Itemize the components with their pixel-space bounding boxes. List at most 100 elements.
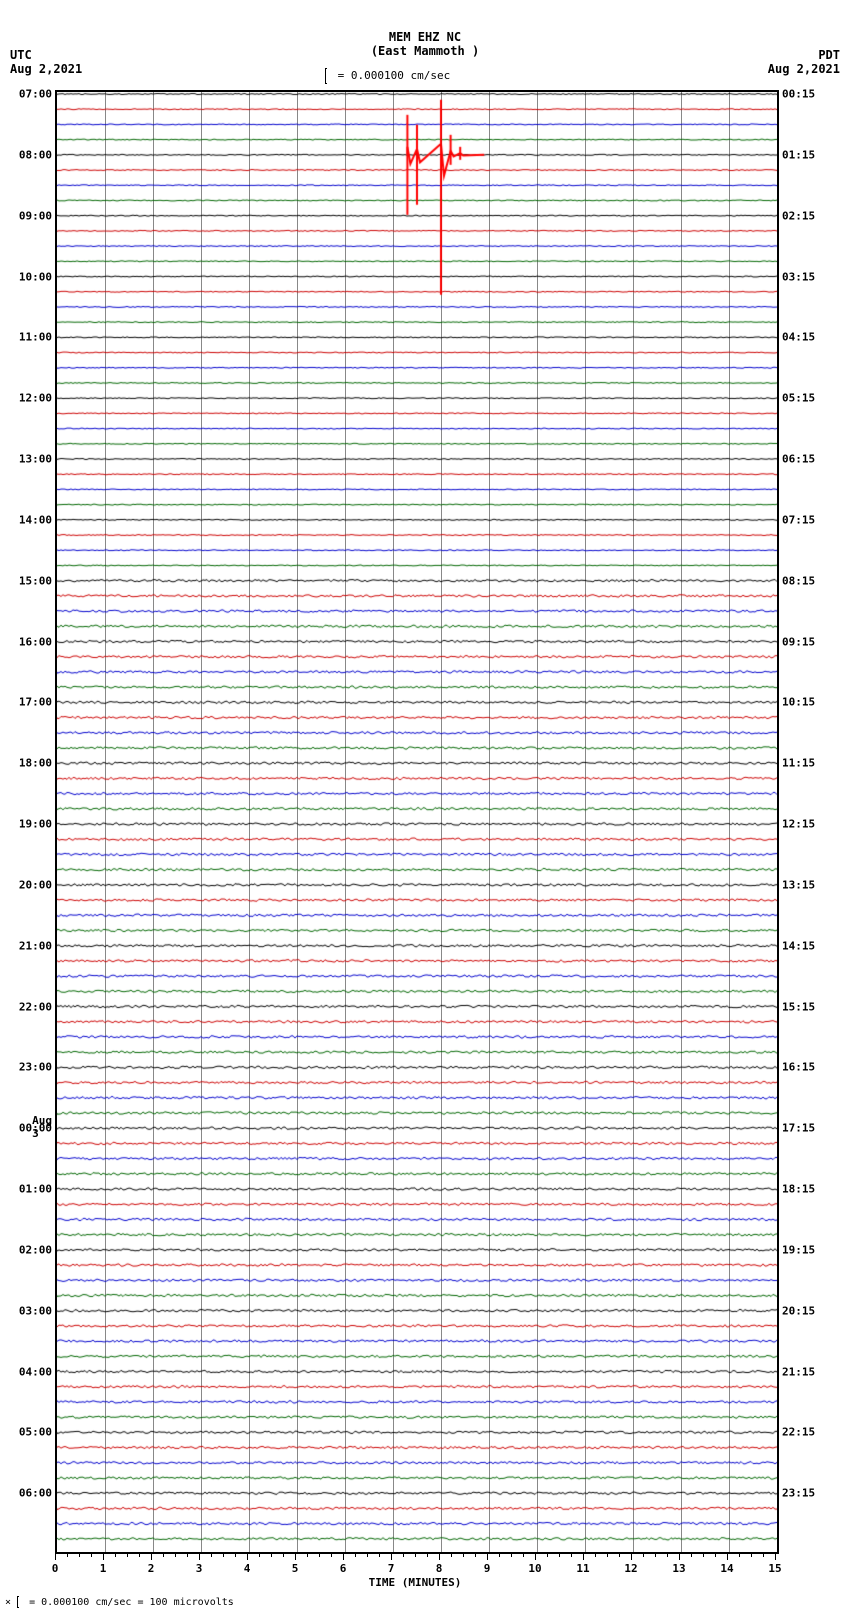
utc-hour-label: 13:00 [19, 453, 52, 466]
x-tick-label: 0 [52, 1562, 59, 1575]
x-tick [775, 1552, 776, 1560]
pdt-hour-label: 02:15 [782, 209, 815, 222]
utc-hour-label: 21:00 [19, 939, 52, 952]
x-tick-minor [499, 1552, 500, 1557]
x-tick-label: 8 [436, 1562, 443, 1575]
x-tick-minor [79, 1552, 80, 1557]
utc-hour-label: 23:00 [19, 1061, 52, 1074]
footer-text: = 0.000100 cm/sec = 100 microvolts [29, 1597, 234, 1608]
x-tick-label: 1 [100, 1562, 107, 1575]
x-tick-minor [91, 1552, 92, 1557]
utc-hour-label: 02:00 [19, 1243, 52, 1256]
x-tick-label: 11 [576, 1562, 589, 1575]
x-tick [439, 1552, 440, 1560]
x-tick-label: 13 [672, 1562, 685, 1575]
x-tick-label: 14 [720, 1562, 733, 1575]
pdt-hour-label: 04:15 [782, 331, 815, 344]
utc-hour-label: 12:00 [19, 392, 52, 405]
pdt-hour-label: 10:15 [782, 696, 815, 709]
x-tick-minor [379, 1552, 380, 1557]
footer-prefix: × [5, 1597, 11, 1608]
footer-scale: × = 0.000100 cm/sec = 100 microvolts [5, 1596, 234, 1608]
utc-hour-label: 04:00 [19, 1365, 52, 1378]
x-tick-minor [115, 1552, 116, 1557]
pdt-hour-label: 18:15 [782, 1183, 815, 1196]
utc-hour-label: 09:00 [19, 209, 52, 222]
utc-hour-label: 08:00 [19, 148, 52, 161]
pdt-hour-label: 21:15 [782, 1365, 815, 1378]
station-title: MEM EHZ NC [0, 30, 850, 44]
x-tick-label: 12 [624, 1562, 637, 1575]
pdt-hour-label: 17:15 [782, 1122, 815, 1135]
x-tick [391, 1552, 392, 1560]
x-tick-minor [427, 1552, 428, 1557]
x-tick-minor [475, 1552, 476, 1557]
pdt-hour-label: 07:15 [782, 513, 815, 526]
pdt-hour-label: 20:15 [782, 1304, 815, 1317]
x-tick-minor [451, 1552, 452, 1557]
x-tick-minor [511, 1552, 512, 1557]
utc-hour-label: 01:00 [19, 1183, 52, 1196]
scale-text: = 0.000100 cm/sec [338, 69, 451, 82]
x-tick-minor [739, 1552, 740, 1557]
x-tick-minor [607, 1552, 608, 1557]
x-tick-minor [211, 1552, 212, 1557]
tz-right-name: PDT [768, 48, 840, 62]
x-tick-minor [235, 1552, 236, 1557]
x-tick-minor [547, 1552, 548, 1557]
utc-hour-label: 22:00 [19, 1000, 52, 1013]
x-tick-minor [223, 1552, 224, 1557]
pdt-hour-label: 06:15 [782, 453, 815, 466]
x-tick [679, 1552, 680, 1560]
seismogram-container: MEM EHZ NC (East Mammoth ) = 0.000100 cm… [0, 0, 850, 1613]
x-tick-minor [643, 1552, 644, 1557]
x-tick-label: 5 [292, 1562, 299, 1575]
x-tick-minor [619, 1552, 620, 1557]
x-tick [295, 1552, 296, 1560]
pdt-hour-label: 01:15 [782, 148, 815, 161]
utc-hour-label: 05:00 [19, 1426, 52, 1439]
left-timezone: UTC Aug 2,2021 [10, 48, 82, 76]
x-tick-label: 10 [528, 1562, 541, 1575]
x-tick [247, 1552, 248, 1560]
pdt-hour-label: 19:15 [782, 1243, 815, 1256]
footer-scale-bar-icon [17, 1596, 19, 1608]
x-tick-minor [571, 1552, 572, 1557]
pdt-hour-label: 00:15 [782, 88, 815, 101]
pdt-hour-label: 05:15 [782, 392, 815, 405]
x-tick-minor [667, 1552, 668, 1557]
utc-hour-label: 06:00 [19, 1487, 52, 1500]
utc-hour-label: 11:00 [19, 331, 52, 344]
pdt-hour-label: 22:15 [782, 1426, 815, 1439]
pdt-hour-label: 08:15 [782, 574, 815, 587]
x-tick-minor [691, 1552, 692, 1557]
x-tick-minor [259, 1552, 260, 1557]
utc-hour-label: 16:00 [19, 635, 52, 648]
utc-hour-label: 19:00 [19, 818, 52, 831]
x-tick-minor [655, 1552, 656, 1557]
tz-left-date: Aug 2,2021 [10, 62, 82, 76]
tz-right-date: Aug 2,2021 [768, 62, 840, 76]
pdt-hour-label: 03:15 [782, 270, 815, 283]
x-tick-minor [307, 1552, 308, 1557]
utc-hour-label: 20:00 [19, 878, 52, 891]
x-tick [151, 1552, 152, 1560]
x-tick [199, 1552, 200, 1560]
tz-left-name: UTC [10, 48, 82, 62]
right-timezone: PDT Aug 2,2021 [768, 48, 840, 76]
x-tick-label: 15 [768, 1562, 781, 1575]
x-tick-minor [703, 1552, 704, 1557]
x-tick-minor [463, 1552, 464, 1557]
x-tick-minor [175, 1552, 176, 1557]
x-tick-label: 9 [484, 1562, 491, 1575]
x-tick-minor [331, 1552, 332, 1557]
x-tick-minor [67, 1552, 68, 1557]
x-tick-minor [127, 1552, 128, 1557]
x-tick-minor [319, 1552, 320, 1557]
x-tick [535, 1552, 536, 1560]
x-tick [55, 1552, 56, 1560]
x-tick [727, 1552, 728, 1560]
utc-hour-label: 17:00 [19, 696, 52, 709]
utc-hour-label: 00:00 [19, 1122, 52, 1135]
x-tick-label: 4 [244, 1562, 251, 1575]
